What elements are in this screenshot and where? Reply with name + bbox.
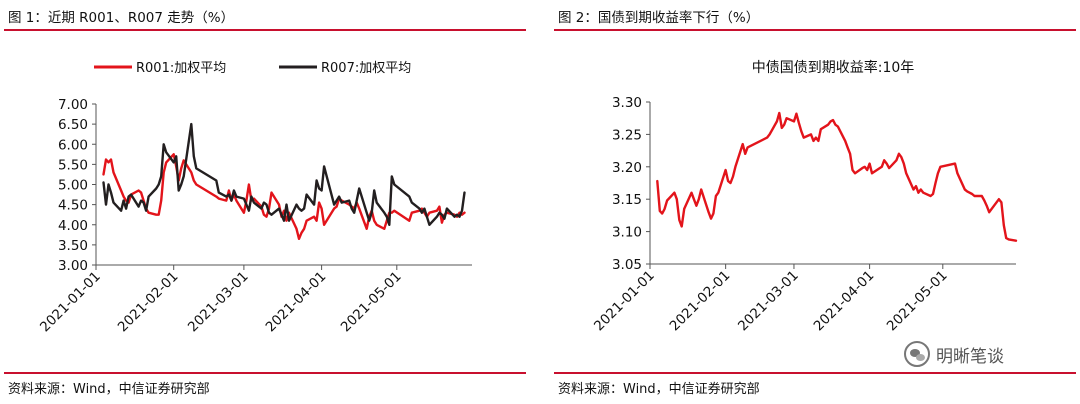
y-tick-label: 3.30 xyxy=(612,95,642,111)
y-tick-label: 3.20 xyxy=(612,160,642,176)
legend-label-2: R007:加权平均 xyxy=(321,60,411,76)
y-tick-label: 6.00 xyxy=(58,137,88,153)
y-tick-label: 6.50 xyxy=(58,117,88,133)
figure-1-title: 图 1：近期 R001、R007 走势（%） xyxy=(8,10,235,26)
series-line-2 xyxy=(102,122,466,227)
y-tick-label: 3.50 xyxy=(58,238,88,254)
figure-1-source: 资料来源：Wind，中信证券研究部 xyxy=(8,382,210,397)
x-tick-label: 2021-04-01 xyxy=(263,269,330,336)
figure-2-panel: 图 2：国债到期收益率下行（%） 中债国债到期收益率:10年 3.05 3.10 3.… xyxy=(554,0,1080,404)
y-tick-label: 5.00 xyxy=(58,178,88,194)
x-tick-label: 2021-01-01 xyxy=(591,268,658,335)
y-tick-label: 4.00 xyxy=(58,218,88,234)
y-tick-label: 3.25 xyxy=(612,127,642,143)
figure-2-bottom-rule xyxy=(554,372,1076,374)
y-tick-label: 4.50 xyxy=(58,198,88,214)
x-tick-label: 2021-04-01 xyxy=(811,268,878,335)
x-tick-label: 2021-05-01 xyxy=(338,269,405,336)
chart-title: 中债国债到期收益率:10年 xyxy=(752,59,915,76)
r001-r007-chart: R001:加权平均 R007:加权平均 3.00 3.50 4.00 4.50 5.00 5.… xyxy=(37,60,472,336)
x-tick-label: 2021-05-01 xyxy=(884,268,951,335)
x-tick-label: 2021-02-01 xyxy=(667,268,734,335)
y-tick-label: 5.50 xyxy=(58,157,88,173)
wechat-logo-icon xyxy=(904,341,930,367)
figure-2-source: 资料来源：Wind，中信证券研究部 xyxy=(558,382,760,397)
y-tick-label: 3.10 xyxy=(612,225,642,241)
figure-1-bottom-rule xyxy=(4,372,526,374)
figure-2-top-rule xyxy=(554,29,1076,31)
treasury-yield-chart: 中债国债到期收益率:10年 3.05 3.10 3.15 3.20 3.25 3.30 202… xyxy=(591,59,1018,335)
legend-label-1: R001:加权平均 xyxy=(136,60,226,76)
x-tick-label: 2021-03-01 xyxy=(735,268,802,335)
y-tick-label: 3.00 xyxy=(58,258,88,274)
figure-2-title: 图 2：国债到期收益率下行（%） xyxy=(558,10,760,26)
figure-1-panel: 图 1：近期 R001、R007 走势（%） R001:加权平均 R007:加权平… xyxy=(4,0,530,404)
y-tick-label: 3.05 xyxy=(612,257,642,273)
watermark: 明晰笔谈 xyxy=(904,340,1004,368)
y-tick-label: 7.00 xyxy=(58,97,88,113)
watermark-text: 明晰笔谈 xyxy=(936,346,1004,367)
series-line-1 xyxy=(656,111,1018,242)
x-tick-label: 2021-03-01 xyxy=(185,269,252,336)
y-tick-label: 3.15 xyxy=(612,192,642,208)
x-tick-label: 2021-02-01 xyxy=(115,269,182,336)
figure-1-top-rule xyxy=(4,29,526,31)
x-tick-label: 2021-01-01 xyxy=(37,269,104,336)
